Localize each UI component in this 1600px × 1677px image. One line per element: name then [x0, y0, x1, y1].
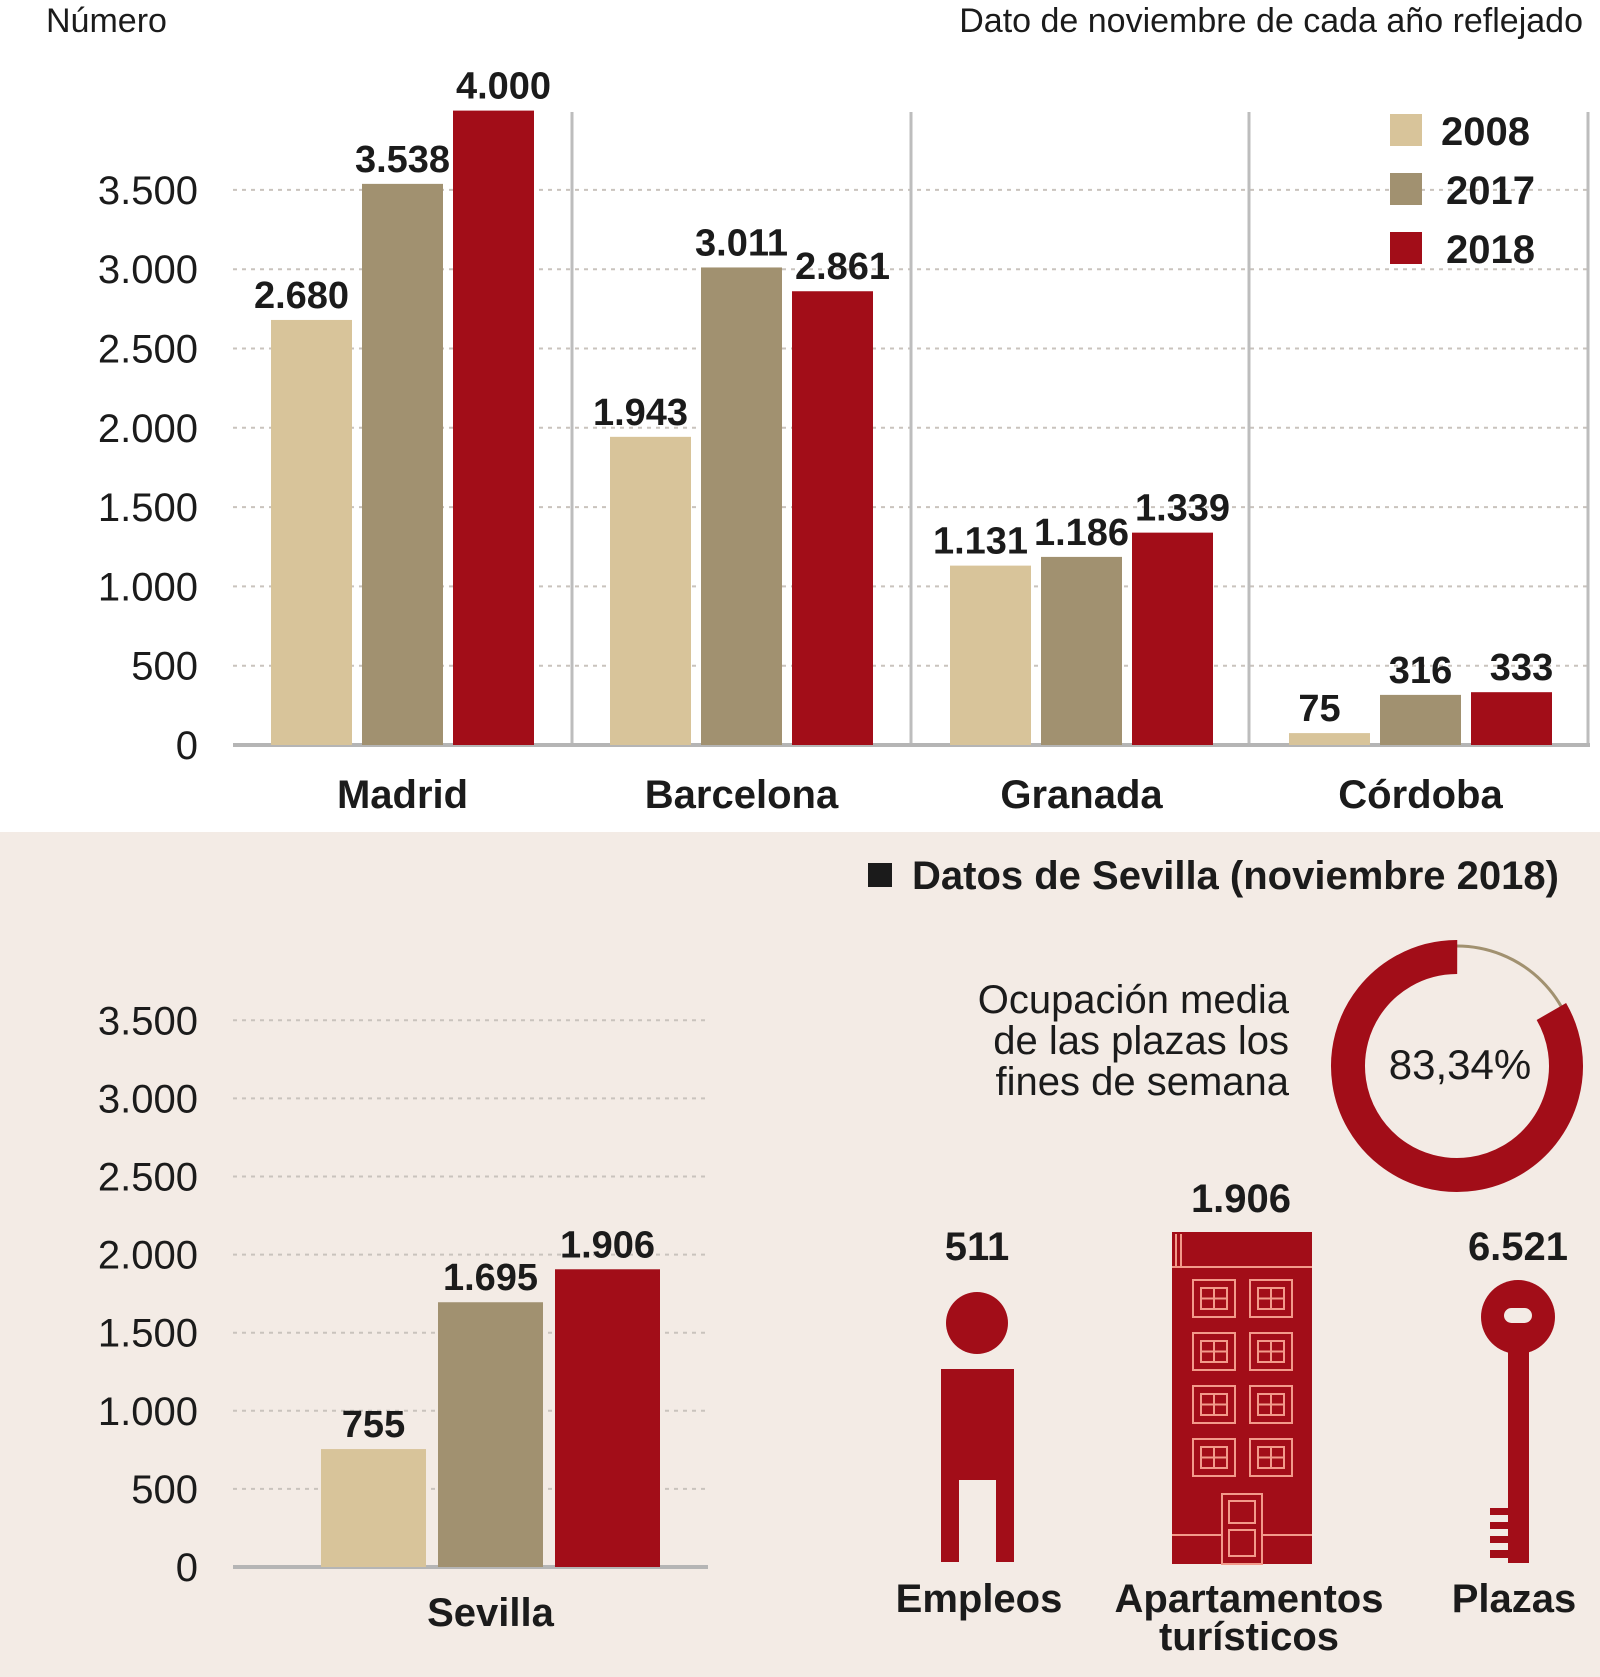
- data-label: 1.906: [560, 1224, 655, 1266]
- y-tick-label: 0: [176, 724, 198, 768]
- bar-2008: [271, 319, 352, 745]
- legend-label-2008: 2008: [1441, 110, 1530, 154]
- window: [1249, 1385, 1293, 1424]
- legend-swatch-2017: [1390, 173, 1422, 205]
- window: [1192, 1385, 1236, 1424]
- stat-label-line-1: Apartamentos: [1115, 1577, 1384, 1621]
- bar-2008: [950, 565, 1031, 745]
- window: [1249, 1332, 1293, 1371]
- stat-value: 511: [945, 1225, 1010, 1269]
- window: [1249, 1279, 1293, 1318]
- y-tick-label: 1.500: [98, 1312, 198, 1356]
- occupancy-caption-line-2: de las plazas los: [993, 1019, 1289, 1063]
- bar-2017: [1380, 694, 1461, 745]
- bar-2008: [610, 436, 691, 745]
- data-label: 3.538: [355, 139, 450, 181]
- category-label: Barcelona: [645, 773, 839, 817]
- y-tick-label: 500: [131, 1468, 198, 1512]
- bar-2018: [1471, 692, 1552, 745]
- data-note: Dato de noviembre de cada año reflejado: [959, 2, 1583, 40]
- bar-2018: [453, 110, 534, 746]
- y-tick-label: 3.000: [98, 1077, 198, 1121]
- category-label: Granada: [1000, 773, 1163, 817]
- occupancy-donut: 83,34%: [1331, 940, 1583, 1192]
- y-tick-label: 1.000: [98, 565, 198, 609]
- data-label: 4.000: [456, 66, 551, 108]
- data-label: 316: [1389, 650, 1452, 692]
- data-label: 1.339: [1135, 488, 1230, 530]
- y-tick-label: 2.000: [98, 407, 198, 451]
- y-tick-label: 1.000: [98, 1390, 198, 1434]
- data-label: 2.861: [795, 246, 890, 288]
- bottom-panel-background: [0, 832, 1600, 1677]
- data-label: 1.186: [1034, 512, 1129, 554]
- donut-value-label: 83,34%: [1389, 1041, 1531, 1088]
- category-label: Sevilla: [427, 1591, 555, 1635]
- y-tick-label: 500: [131, 645, 198, 689]
- y-tick-label: 2.500: [98, 1156, 198, 1200]
- building-icon: [1172, 1232, 1312, 1565]
- occupancy-caption-line-1: Ocupación media: [978, 978, 1290, 1022]
- y-tick-label: 3.000: [98, 248, 198, 292]
- category-label: Córdoba: [1338, 773, 1503, 817]
- legend-label-2018: 2018: [1446, 228, 1535, 272]
- bar-2018: [555, 1269, 660, 1567]
- chart-legend: 2008 2017 2018: [1390, 110, 1535, 272]
- data-label: 1.943: [593, 392, 688, 434]
- y-tick-label: 2.000: [98, 1234, 198, 1278]
- data-label: 3.011: [695, 222, 788, 264]
- stat-value: 6.521: [1468, 1225, 1568, 1269]
- data-label: 75: [1298, 688, 1340, 730]
- window: [1192, 1279, 1236, 1318]
- category-label: Madrid: [337, 773, 468, 817]
- bar-2017: [438, 1302, 543, 1567]
- window: [1249, 1438, 1293, 1477]
- sevilla-data-section: Datos de Sevilla (noviembre 2018) Ocupac…: [868, 854, 1583, 1659]
- data-label: 333: [1490, 647, 1553, 689]
- bar-2018: [1132, 532, 1213, 745]
- person-icon: [941, 1292, 1014, 1562]
- data-label: 1.695: [443, 1257, 538, 1299]
- sevilla-bar-chart: 0 500 1.000 1.500 2.000 2.500 3.000 3.500 755 1.6…: [98, 999, 708, 1635]
- stat-apartamentos: 1.906 Apartamentos turísticos: [1115, 1177, 1384, 1659]
- bar-2008: [1289, 733, 1370, 745]
- y-tick-label: 0: [176, 1546, 198, 1590]
- data-label: 2.680: [254, 275, 349, 317]
- key-icon: [1481, 1280, 1555, 1563]
- stat-empleos: 511 Empleos: [896, 1225, 1063, 1621]
- bar-2018: [792, 291, 873, 745]
- bar-2017: [1041, 556, 1122, 745]
- data-label: 1.131: [933, 521, 1028, 563]
- donut-value-arc: [1331, 940, 1583, 1192]
- stat-label: Plazas: [1452, 1577, 1577, 1621]
- stat-plazas: 6.521 Plazas: [1452, 1225, 1577, 1621]
- legend-swatch-2018: [1390, 232, 1422, 264]
- y-tick-label: 3.500: [98, 169, 198, 213]
- y-tick-label: 3.500: [98, 999, 198, 1043]
- legend-swatch-2008: [1390, 114, 1422, 146]
- section-title: Datos de Sevilla (noviembre 2018): [912, 854, 1559, 898]
- data-label: 755: [342, 1404, 405, 1446]
- bar-2008: [321, 1449, 426, 1567]
- stat-label-line-2: turísticos: [1159, 1615, 1339, 1659]
- bar-2017: [362, 183, 443, 746]
- stat-label: Empleos: [896, 1577, 1063, 1621]
- top-bar-chart: 0 500 1.000 1.500 2.000 2.500 3.000 3.500 2.680 3…: [98, 66, 1590, 817]
- legend-label-2017: 2017: [1446, 169, 1535, 213]
- occupancy-caption-line-3: fines de semana: [995, 1060, 1289, 1104]
- window: [1192, 1332, 1236, 1371]
- window: [1192, 1438, 1236, 1477]
- y-axis-unit-label: Número: [46, 2, 167, 40]
- y-tick-label: 1.500: [98, 486, 198, 530]
- y-tick-label: 2.500: [98, 328, 198, 372]
- stat-value: 1.906: [1191, 1177, 1291, 1221]
- section-bullet-icon: [868, 863, 892, 887]
- bar-2017: [701, 267, 782, 745]
